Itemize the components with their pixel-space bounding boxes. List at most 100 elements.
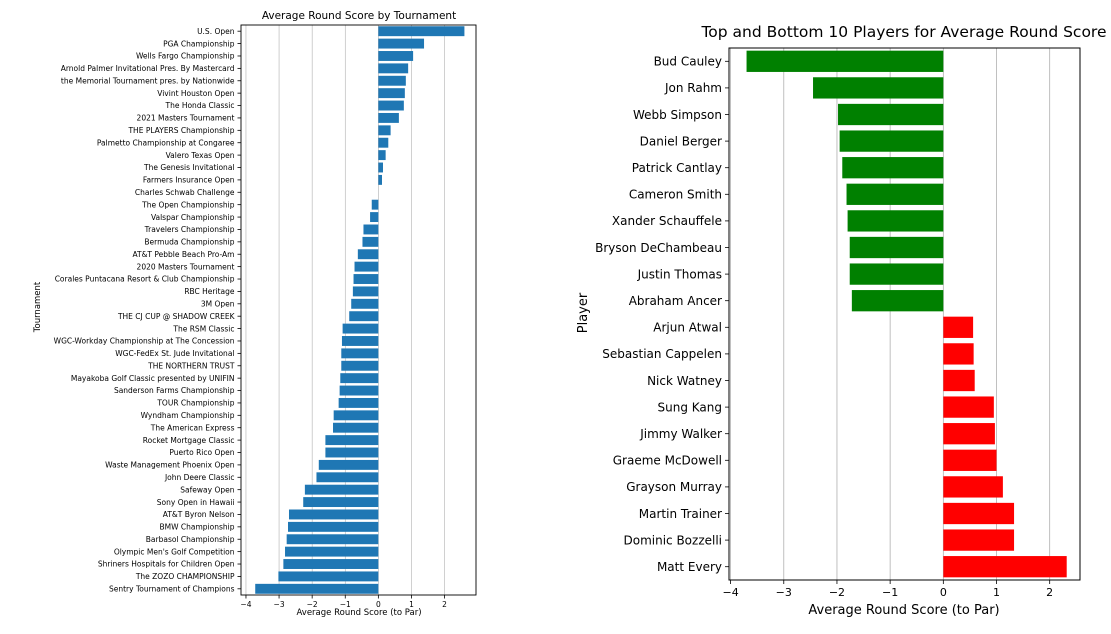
right-bar: [839, 130, 944, 152]
right-bar: [847, 210, 944, 232]
left-bar: [378, 26, 465, 37]
right-bar: [943, 369, 975, 392]
left-category-label: The Honda Classic: [165, 101, 235, 110]
left-category-label: Bermuda Championship: [144, 238, 234, 247]
left-category-label: AT&T Byron Nelson: [163, 510, 235, 519]
left-category-label: Valspar Championship: [151, 213, 235, 222]
left-bar: [353, 274, 379, 284]
right-bar: [943, 396, 994, 418]
left-category-label: WGC-Workday Championship at The Concessi…: [54, 337, 235, 346]
left-bar: [304, 484, 379, 495]
player-chart-title: Top and Bottom 10 Players for Average Ro…: [700, 23, 1106, 41]
left-bar: [286, 534, 379, 545]
left-category-label: Arnold Palmer Invitational Pres. By Mast…: [61, 64, 235, 73]
left-bar: [378, 174, 382, 185]
right-category-label: Cameron Smith: [629, 188, 722, 202]
left-bar: [378, 112, 399, 123]
left-category-label: Sanderson Farms Championship: [114, 386, 235, 395]
right-category-label: Abraham Ancer: [629, 294, 722, 308]
right-bar: [943, 556, 1067, 578]
left-bar: [378, 137, 389, 148]
left-bar: [351, 298, 379, 309]
left-bar: [378, 38, 425, 49]
right-category-label: Patrick Cantlay: [632, 161, 722, 175]
tournament-x-axis-label: Average Round Score (to Par): [296, 608, 421, 618]
right-bar: [842, 157, 944, 179]
left-category-label: Waste Management Phoenix Open: [105, 461, 235, 470]
right-bar: [849, 263, 944, 285]
left-category-label: THE NORTHERN TRUST: [147, 361, 235, 370]
player-chart: Top and Bottom 10 Players for Average Ro…: [576, 23, 1107, 618]
left-bar: [278, 571, 379, 582]
right-bar: [813, 77, 944, 99]
left-category-label: Shriners Hospitals for Children Open: [98, 560, 235, 569]
left-bar: [357, 249, 379, 260]
left-x-tick-label: 1: [409, 600, 414, 609]
left-bar: [255, 583, 379, 594]
left-category-label: BMW Championship: [160, 523, 235, 532]
right-x-tick-label: 0: [940, 586, 947, 599]
right-bar: [851, 290, 944, 312]
left-bar: [378, 63, 409, 74]
right-bar: [849, 236, 944, 259]
left-category-label: The American Express: [150, 423, 235, 432]
left-category-label: WGC-FedEx St. Jude Invitational: [115, 349, 234, 358]
right-category-label: Xander Schauffele: [612, 214, 722, 228]
left-category-label: Puerto Rico Open: [169, 448, 234, 457]
left-x-tick-label: −2: [307, 600, 318, 609]
right-x-tick-label: −3: [776, 586, 792, 599]
left-bar: [325, 447, 379, 458]
left-bar: [303, 497, 379, 508]
left-category-label: PGA Championship: [163, 39, 235, 48]
left-category-label: The Open Championship: [141, 200, 235, 209]
left-x-tick-label: 0: [376, 600, 381, 609]
left-x-tick-label: −1: [340, 600, 351, 609]
right-category-label: Martin Trainer: [639, 507, 722, 521]
right-x-tick-label: −1: [882, 586, 898, 599]
right-category-label: Grayson Murray: [626, 480, 722, 494]
left-bar: [370, 212, 379, 223]
left-category-label: THE CJ CUP @ SHADOW CREEK: [117, 312, 236, 321]
left-category-label: Barbasol Championship: [146, 535, 235, 544]
right-bar: [943, 423, 995, 445]
player-plot-frame: [728, 47, 1081, 581]
left-category-label: Rocket Mortgage Classic: [143, 436, 235, 445]
right-category-label: Sebastian Cappelen: [602, 347, 722, 361]
left-category-label: Olympic Men's Golf Competition: [114, 547, 235, 556]
left-bar: [342, 323, 379, 334]
right-bar: [943, 529, 1015, 551]
left-bar: [333, 410, 379, 421]
left-category-label: TOUR Championship: [156, 399, 234, 408]
left-category-label: U.S. Open: [197, 27, 235, 36]
left-bar: [363, 224, 379, 235]
right-x-tick-label: 1: [993, 586, 1000, 599]
right-bar: [838, 103, 944, 126]
left-bar: [378, 162, 383, 173]
right-bar: [943, 449, 997, 471]
left-bar: [378, 125, 391, 136]
right-category-label: Dominic Bozzelli: [623, 533, 722, 547]
left-category-label: Farmers Insurance Open: [143, 176, 235, 185]
left-category-label: Valero Texas Open: [166, 151, 235, 160]
tournament-chart: Average Round Score by Tournament Averag…: [33, 10, 477, 618]
left-bar: [352, 286, 379, 297]
left-category-label: The ZOZO CHAMPIONSHIP: [135, 572, 235, 581]
left-bar: [341, 348, 379, 359]
tournament-y-axis-label: Tournament: [33, 281, 43, 333]
left-bar: [288, 509, 379, 520]
left-category-label: Sony Open in Hawaii: [157, 498, 235, 507]
left-category-label: Charles Schwab Challenge: [135, 188, 235, 197]
left-category-label: 2021 Masters Tournament: [137, 114, 235, 123]
left-category-label: Safeway Open: [180, 485, 234, 494]
left-category-label: Corales Puntacana Resort & Club Champion…: [55, 275, 235, 284]
right-bar: [846, 183, 944, 205]
left-bar: [333, 422, 379, 433]
right-bar: [943, 502, 1015, 525]
right-x-tick-label: 2: [1046, 586, 1053, 599]
left-category-label: Travelers Championship: [144, 225, 235, 234]
left-category-label: Wells Fargo Championship: [136, 52, 235, 61]
left-bar: [378, 75, 406, 86]
left-bar: [325, 435, 379, 446]
left-bar: [354, 261, 379, 272]
right-bar: [943, 476, 1003, 498]
